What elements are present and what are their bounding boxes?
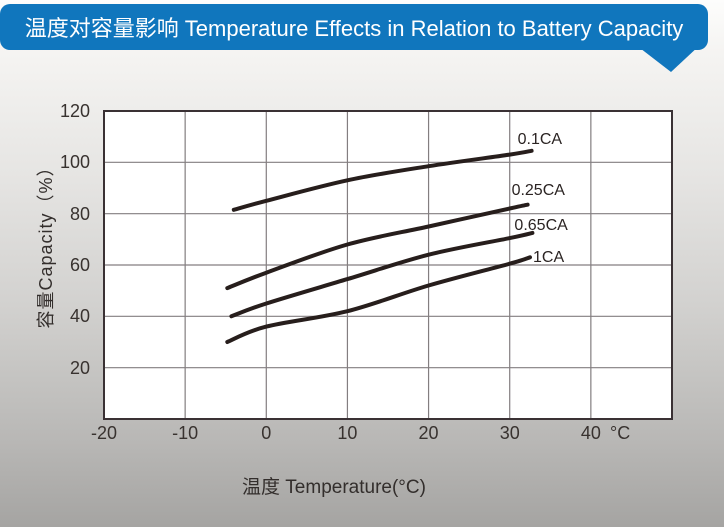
series-label: 0.25CA [511,181,565,199]
x-tick-label: 40 [580,423,601,443]
plot-border [103,110,673,420]
series-label: 0.65CA [514,216,568,234]
figure-title: 温度对容量影响 Temperature Effects in Relation … [24,16,684,41]
x-tick-label: 0 [261,423,272,443]
y-tick-label: 20 [69,357,90,378]
y-tick-label: 40 [69,306,90,327]
series-curve [229,230,535,319]
y-tick-label: 120 [59,101,90,121]
x-axis-unit: °C [610,423,631,443]
y-tick-label: 100 [59,152,90,173]
x-tick-label: 20 [418,423,439,443]
x-tick-label: 10 [337,423,358,443]
y-axis-title: 容量Capacity（%） [36,157,56,329]
series-curve [231,148,534,212]
x-tick-label: 30 [499,423,520,443]
series-label: 1CA [533,249,565,267]
banner-tail-icon [636,45,700,72]
y-tick-label: 60 [69,255,90,275]
series-label: 0.1CA [517,130,563,148]
x-axis-title: 温度 Temperature(°C) [242,477,426,498]
series-curve [225,202,530,291]
y-tick-label: 80 [69,203,90,224]
series-curve [225,255,532,344]
title-banner: 温度对容量影响 Temperature Effects in Relation … [0,4,708,50]
x-tick-label: -20 [90,423,117,443]
x-tick-label: -10 [172,423,199,443]
